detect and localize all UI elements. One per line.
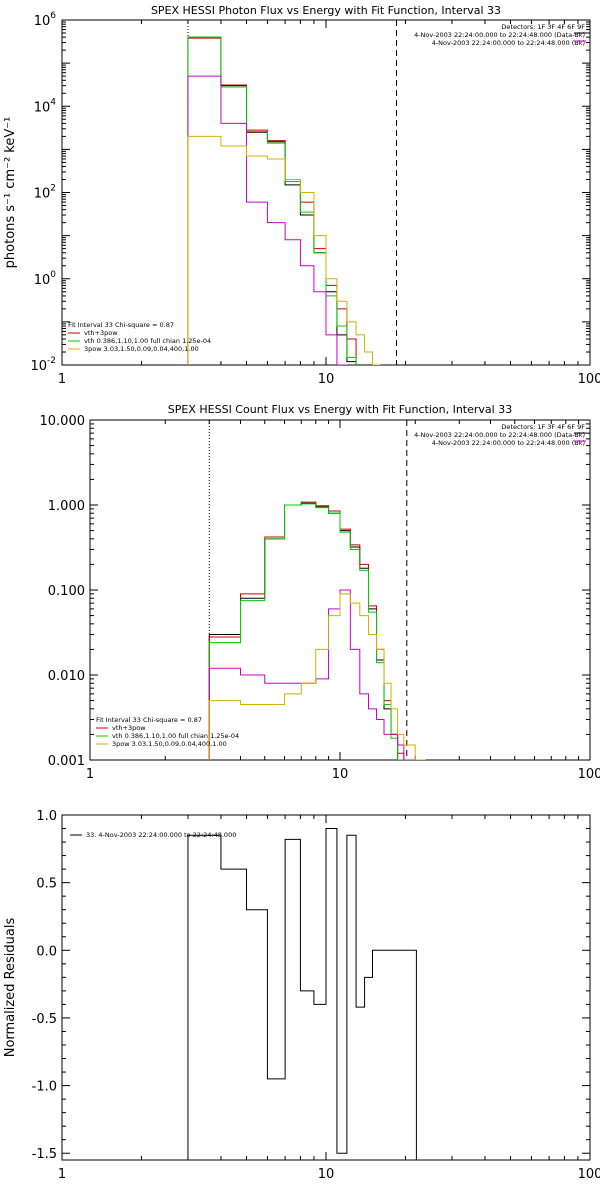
- chart-title: SPEX HESSI Photon Flux vs Energy with Fi…: [151, 4, 501, 17]
- series-line-2: [187, 36, 417, 365]
- series-group: [187, 828, 417, 1160]
- series-line-3: [208, 589, 427, 760]
- series-group: [208, 501, 427, 760]
- chart-title: SPEX HESSI Count Flux vs Energy with Fit…: [168, 403, 512, 416]
- y-tick-label: 102: [34, 184, 56, 202]
- y-tick-label: 100: [34, 270, 57, 288]
- y-tick-label: 104: [34, 97, 57, 115]
- series-line-4: [187, 135, 417, 365]
- x-tick-label: 10: [332, 767, 349, 782]
- x-tick-label: 100: [578, 767, 600, 782]
- y-tick-label: 106: [34, 11, 57, 29]
- y-tick-base: 10: [34, 273, 51, 288]
- legend-header: Fit Interval 33 Chi-square = 0.87: [68, 321, 174, 329]
- y-tick-base: 10: [34, 14, 51, 29]
- legend-topright-line: 4-Nov-2003 22:24:00.000 to 22:24:48.000 …: [414, 31, 585, 39]
- y-tick-label: 0.5: [36, 877, 57, 892]
- y-tick-exponent: -2: [47, 356, 56, 366]
- series-group: [187, 36, 417, 365]
- series-line-0: [208, 502, 427, 760]
- x-tick-label: 1: [58, 1167, 66, 1182]
- series-line-1: [208, 501, 427, 760]
- y-axis-label: Normalized Residuals: [3, 918, 18, 1058]
- y-tick-label: -0.5: [32, 1012, 57, 1027]
- y-tick-label: 0.010: [48, 669, 85, 684]
- y-tick-label: 0.001: [48, 754, 85, 769]
- legend-label: 33. 4-Nov-2003 22:24:00.000 to 22:24:48.…: [86, 831, 236, 839]
- x-tick-label: 1: [58, 372, 66, 385]
- legend-entry-label: vth 0.386,1.10,1.00 full chian 1.25e-04: [112, 732, 239, 740]
- y-tick-label: 1.000: [48, 499, 85, 514]
- series-line-0: [187, 828, 417, 1160]
- series-line-2: [208, 503, 427, 760]
- legend-entry-label: vth+3pow: [84, 329, 118, 337]
- x-tick-label: 1: [86, 767, 94, 782]
- legend-entry-label: 3pow 3.03,1.50,0.09,0.04,400,1.00: [112, 740, 227, 748]
- residuals-chart: 1 10 100 1.0 0.5 0.0 -0.5 -1.0 -1.5 Normalized Re…: [3, 809, 600, 1182]
- x-tick-label: 10: [318, 1167, 335, 1182]
- y-tick-label: 10-2: [30, 356, 56, 374]
- series-line-3: [187, 75, 417, 365]
- y-tick-label: -1.5: [32, 1147, 57, 1162]
- x-tick-label: 100: [578, 372, 600, 385]
- legend-topright-line: 4-Nov-2003 22:24:00.000 to 22:24:48.000 …: [432, 39, 585, 47]
- y-tick-label: 0.100: [48, 584, 85, 599]
- y-tick-label: 1.0: [36, 809, 57, 824]
- y-tick-exponent: 0: [50, 270, 56, 280]
- y-tick-base: 10: [34, 187, 51, 202]
- legend-topright-line: 4-Nov-2003 22:24:00.000 to 22:24:48.000 …: [414, 431, 585, 439]
- y-tick-base: 10: [34, 100, 51, 115]
- x-tick-label: 100: [578, 1167, 600, 1182]
- count-flux-chart: SPEX HESSI Count Flux vs Energy with Fit…: [40, 403, 600, 782]
- y-tick-base: 10: [30, 359, 47, 374]
- y-axis-label: photons s⁻¹ cm⁻² keV⁻¹: [3, 117, 18, 269]
- y-tick-exponent: 2: [50, 184, 56, 194]
- y-tick-label: 10.000: [40, 414, 86, 429]
- series-line-4: [208, 593, 426, 760]
- legend-topright-line: Detectors: 1F 3F 4F 6F 9F: [501, 423, 585, 431]
- y-tick-exponent: 4: [50, 97, 56, 107]
- x-tick-label: 10: [318, 372, 335, 385]
- series-line-0: [187, 36, 417, 365]
- y-tick-label: -1.0: [32, 1080, 57, 1095]
- series-line-1: [187, 37, 417, 365]
- y-tick-exponent: 6: [50, 11, 56, 21]
- y-tick-label: 0.0: [36, 944, 57, 959]
- legend-topright-line: 4-Nov-2003 22:24:00.000 to 22:24:48.000 …: [432, 439, 585, 447]
- legend-header: Fit Interval 33 Chi-square = 0.87: [96, 716, 202, 724]
- legend-entry-label: vth+3pow: [112, 724, 146, 732]
- legend-topright-line: Detectors: 1F 3F 4F 6F 9F: [501, 23, 585, 31]
- legend-entry-label: vth 0.386,1.10,1.00 full chian 1.25e-04: [84, 337, 211, 345]
- legend-entry-label: 3pow 3.03,1.50,0.09,0.04,400,1.00: [84, 345, 199, 353]
- photon-flux-chart: SPEX HESSI Photon Flux vs Energy with Fi…: [3, 4, 600, 385]
